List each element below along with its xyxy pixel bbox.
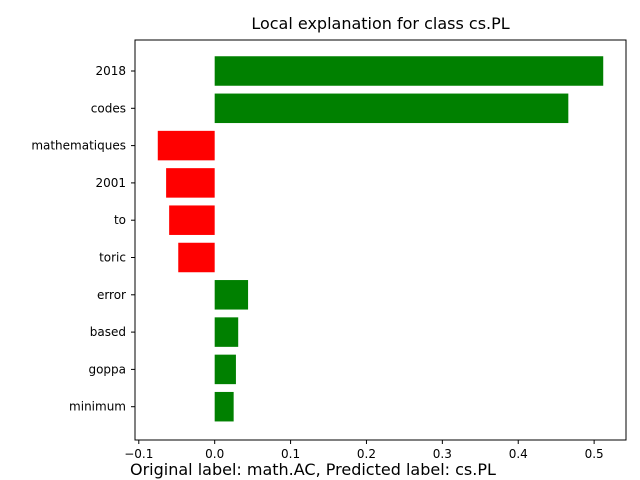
y-tick-label: 2018 [95,64,126,78]
plot-frame [134,39,627,441]
y-tick-label: based [90,325,126,339]
bars-group [157,56,604,422]
bar-based [214,317,239,347]
bar-2018 [214,56,604,86]
x-tick-label: 0.4 [509,447,528,461]
x-tick-label: 0.0 [205,447,224,461]
chart-caption: Original label: math.AC, Predicted label… [130,460,496,479]
bar-error [214,280,249,310]
y-tick-label: 2001 [95,176,126,190]
bar-minimum [214,391,234,422]
x-tick-label: −0.1 [124,447,153,461]
bar-mathematiques [157,130,215,161]
bar-goppa [214,354,236,385]
x-axis: −0.1 0.0 0.1 0.2 0.3 0.4 0.5 [124,440,604,461]
y-tick-label: error [97,288,126,302]
x-tick-label: 0.1 [281,447,300,461]
x-tick-label: 0.3 [433,447,452,461]
y-tick-label: mathematiques [31,139,126,153]
y-tick-label: to [114,213,126,227]
y-tick-label: codes [91,101,126,115]
y-tick-label: toric [99,251,126,265]
y-tick-label: minimum [69,400,126,414]
x-tick-label: 0.2 [357,447,376,461]
y-tick-label: goppa [88,362,126,376]
chart-title: Local explanation for class cs.PL [251,14,509,33]
x-tick-label: 0.5 [585,447,604,461]
y-axis: 2018 codes mathematiques 2001 to toric error ba… [31,64,135,414]
bar-toric [178,242,215,273]
bar-2001 [166,168,215,198]
bar-to [169,205,215,235]
bar-codes [214,93,569,124]
